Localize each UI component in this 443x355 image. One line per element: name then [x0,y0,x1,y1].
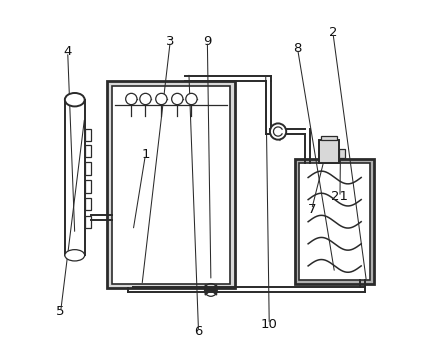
Bar [85,145,91,157]
Bar [85,215,91,228]
Text: 3: 3 [166,35,175,48]
Ellipse shape [65,93,85,106]
Text: 21: 21 [331,190,349,203]
Circle shape [156,93,167,105]
Circle shape [270,124,286,140]
Bar [85,163,91,175]
Circle shape [140,93,151,105]
Bar [319,140,339,163]
Text: 5: 5 [56,305,65,318]
Polygon shape [205,285,211,295]
Bar [85,180,91,192]
Bar [65,100,85,255]
Bar [295,159,374,284]
Text: 2: 2 [329,26,337,39]
Bar [339,149,345,158]
Text: 1: 1 [141,148,150,161]
Bar [85,198,91,210]
Bar [107,81,235,288]
Circle shape [171,93,183,105]
Circle shape [126,93,137,105]
Bar [85,129,91,141]
Text: 7: 7 [307,203,316,216]
Polygon shape [211,285,217,295]
Bar [299,163,370,280]
Text: 4: 4 [63,45,72,59]
Text: 10: 10 [261,318,278,331]
Bar [321,136,337,140]
Circle shape [186,93,197,105]
Text: 8: 8 [293,42,302,55]
Ellipse shape [65,250,85,261]
Bar [112,86,230,284]
Text: 6: 6 [194,325,203,338]
Text: 9: 9 [203,35,212,48]
